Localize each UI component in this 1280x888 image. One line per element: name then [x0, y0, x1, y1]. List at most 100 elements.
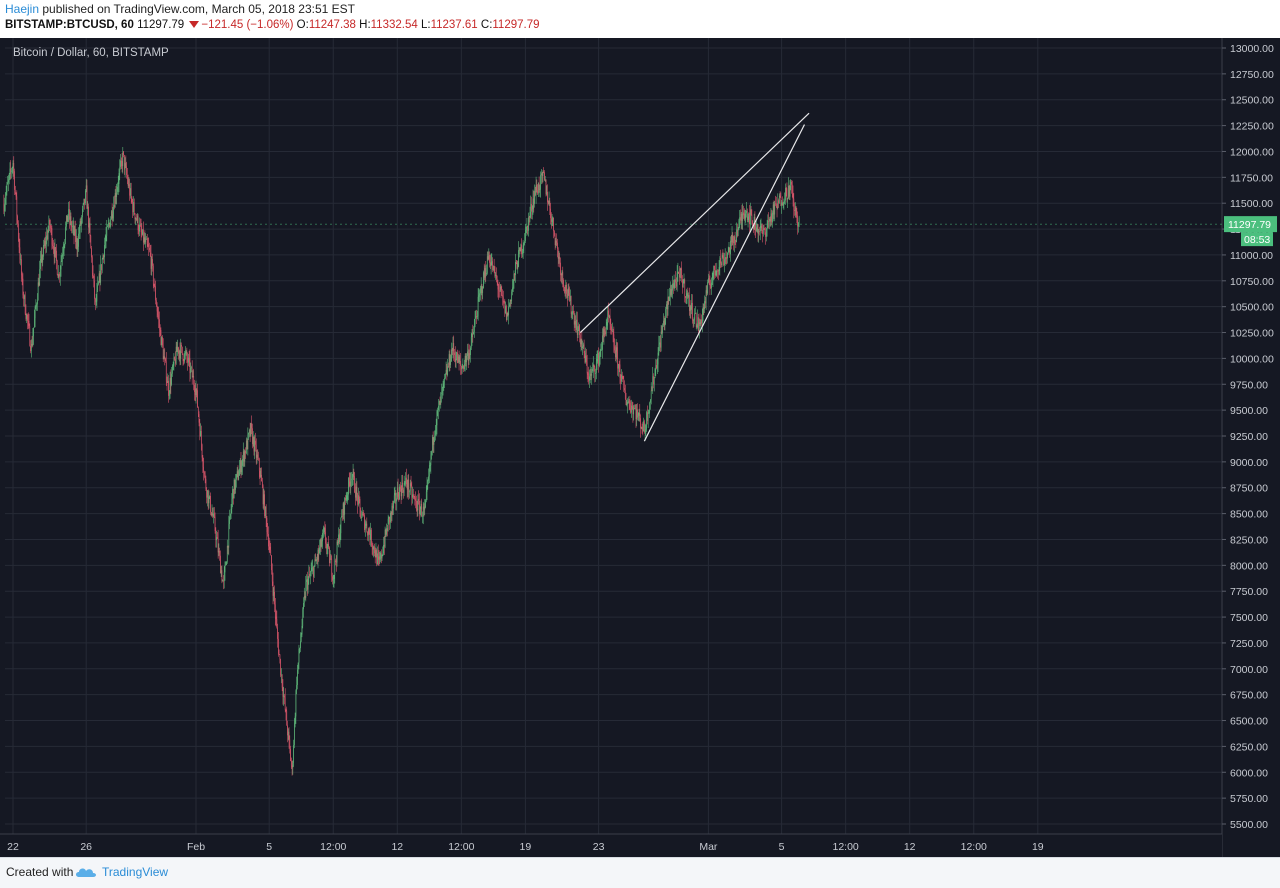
candle-body [496, 274, 497, 279]
candle-body [589, 374, 591, 377]
candle-body [790, 181, 792, 186]
candle-body [568, 288, 570, 294]
candle-body [579, 324, 580, 336]
candle-body [405, 477, 407, 483]
candle-body [670, 288, 672, 295]
candle-body [775, 203, 776, 205]
tradingview-brand[interactable]: TradingView [102, 865, 169, 879]
candle-body [390, 512, 391, 523]
price-tick-label: 8500.00 [1230, 509, 1268, 521]
candle-body [693, 318, 695, 321]
candle-body [682, 283, 684, 288]
candle-body [101, 264, 102, 271]
candle-body [387, 528, 388, 532]
candle-body [239, 460, 241, 469]
candle-body [254, 440, 256, 452]
candle-body [231, 499, 233, 509]
author-link[interactable]: Haejin [5, 2, 40, 16]
candle-body [570, 295, 572, 314]
candle-body [372, 546, 374, 550]
candle-body [691, 302, 692, 310]
candle-body [39, 269, 41, 286]
candle-body [26, 314, 28, 319]
time-tick-label: 12 [391, 841, 403, 853]
candle-body [616, 347, 618, 352]
candle-body [756, 227, 757, 232]
candle-body [107, 223, 109, 226]
candle-body [576, 319, 578, 335]
candle-body [354, 476, 355, 493]
candle-body [314, 559, 316, 566]
upper-wedge-trendline[interactable] [579, 112, 810, 333]
candle-body [358, 495, 359, 505]
candle-body [31, 344, 33, 346]
candle-body [34, 306, 36, 319]
candle-body [718, 267, 720, 271]
candle-body [701, 319, 702, 324]
candle-body [413, 495, 415, 498]
candle-body [322, 532, 324, 533]
candle-body [597, 352, 599, 359]
candle-body [332, 578, 334, 581]
candle-body [467, 351, 468, 356]
candle-body [56, 261, 58, 275]
lower-wedge-trendline[interactable] [643, 124, 806, 442]
candle-body [136, 215, 138, 221]
price-axis[interactable]: 13000.00 12750.00 12500.00 12250.00 12000.00… [5, 38, 1280, 857]
candle-body [188, 357, 189, 363]
candle-body [164, 356, 166, 359]
candle-body [785, 187, 786, 201]
candle-body [187, 357, 188, 363]
candle-body [78, 232, 80, 234]
candle-body [525, 230, 526, 242]
candle-body [249, 429, 250, 434]
candle-body [319, 539, 321, 548]
candle-body [724, 257, 726, 260]
time-tick-label: 23 [593, 841, 605, 853]
time-axis[interactable]: 22 26 Feb 5 12:00 12 12:00 19 23 Mar 5 12:00 12 12:00… [0, 833, 1222, 857]
candle-body [253, 437, 255, 452]
candle-body [707, 282, 708, 294]
candle-body [103, 255, 105, 258]
candle-body [73, 225, 75, 236]
candle-body [570, 295, 571, 302]
candle-body [135, 218, 137, 220]
tradingview-cloud-icon[interactable] [74, 865, 98, 879]
candle-body [357, 493, 358, 505]
candle-body [122, 151, 124, 167]
candle-body [598, 352, 599, 366]
candle-body [120, 160, 121, 167]
candle-body [796, 215, 798, 216]
price-tick-label: 9250.00 [1230, 431, 1268, 443]
candle-body [564, 290, 566, 292]
candle-body [573, 310, 574, 314]
candle-body [576, 319, 577, 330]
candle-body [692, 320, 694, 321]
candle-body [772, 204, 774, 213]
candle-body [489, 262, 491, 267]
candle-body [129, 184, 131, 196]
candle-body [36, 304, 37, 306]
candle-body [223, 580, 224, 582]
candle-body [422, 515, 423, 517]
candle-body [717, 270, 718, 272]
candle-body [156, 306, 158, 312]
candle-body [593, 364, 595, 367]
candle-body [433, 437, 435, 445]
candle-body [153, 284, 155, 287]
candle-body [488, 254, 490, 260]
candle-body [270, 549, 272, 556]
candle-body [737, 229, 739, 236]
price-tick-label: 10500.00 [1230, 302, 1274, 314]
candle-body [273, 591, 275, 596]
candle-body [784, 200, 785, 203]
candle-body [663, 320, 665, 326]
price-tick-label: 12500.00 [1230, 95, 1274, 107]
price-chart[interactable]: 13000.00 12750.00 12500.00 12250.00 12000.00… [0, 38, 1280, 857]
candle-body [557, 242, 558, 249]
candle-body [711, 278, 713, 283]
chart-area[interactable]: 13000.00 12750.00 12500.00 12250.00 12000.00… [0, 38, 1280, 857]
candle-body [48, 219, 50, 231]
candle-body [63, 245, 65, 251]
candle-body [734, 236, 736, 241]
